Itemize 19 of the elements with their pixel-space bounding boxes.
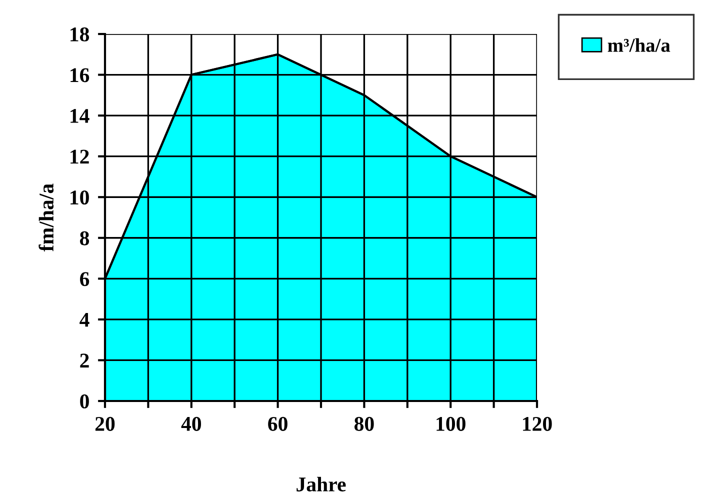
y-tick-label: 16: [70, 68, 90, 82]
y-tick-label: 4: [80, 312, 90, 327]
x-tick-label: 60: [268, 416, 288, 431]
y-axis-title: fm/ha/a: [38, 184, 54, 252]
y-tick-label: 10: [70, 190, 89, 205]
x-tick-label: 40: [181, 416, 202, 431]
x-tick-label: 100: [436, 416, 466, 431]
y-tick-label: 18: [70, 27, 90, 42]
y-tick-label: 6: [80, 272, 90, 286]
x-tick-label: 20: [95, 416, 115, 431]
x-tick-label: 120: [523, 416, 552, 431]
x-axis-title: Jahre: [296, 476, 346, 492]
y-tick-label: 0: [80, 394, 89, 408]
y-tick-label: 12: [70, 150, 89, 164]
y-tick-label: 2: [80, 354, 89, 368]
x-tick-label: 80: [354, 416, 374, 431]
legend-label: m³/ha/a: [608, 38, 670, 52]
y-tick-label: 8: [80, 231, 90, 246]
y-tick-label: 14: [70, 109, 90, 123]
